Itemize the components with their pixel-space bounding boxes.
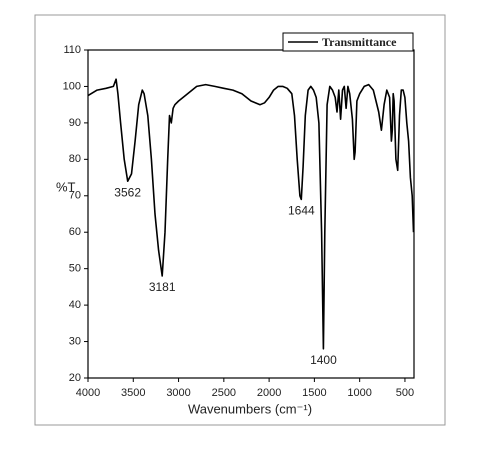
y-tick-label: 60 xyxy=(69,226,81,238)
spectrum-line xyxy=(87,78,415,350)
y-tick-label: 30 xyxy=(69,335,81,347)
peak-label: 3562 xyxy=(114,185,141,199)
x-tick-label: 4000 xyxy=(76,387,100,399)
peak-label: 1644 xyxy=(288,204,315,218)
x-tick-label: 500 xyxy=(396,387,414,399)
y-tick-label: 40 xyxy=(69,299,81,311)
legend-box xyxy=(282,32,414,52)
y-axis-label: %T xyxy=(56,179,76,194)
legend-label: Transmittance xyxy=(322,35,397,49)
y-tick-label: 50 xyxy=(69,263,81,275)
x-tick-label: 3500 xyxy=(121,387,145,399)
x-tick-label: 2000 xyxy=(257,387,281,399)
x-tick-label: 3000 xyxy=(166,387,190,399)
y-tick-label: 80 xyxy=(69,153,81,165)
outer-frame xyxy=(34,14,446,426)
x-axis-label: Wavenumbers (cm⁻¹) xyxy=(188,401,312,416)
y-tick-label: 90 xyxy=(69,117,81,129)
x-tick-label: 2500 xyxy=(212,387,236,399)
x-tick-label: 1500 xyxy=(302,387,326,399)
y-tick-label: 110 xyxy=(63,44,81,56)
peak-label: 1400 xyxy=(310,353,337,367)
peak-label: 3181 xyxy=(149,280,176,294)
y-tick-label: 100 xyxy=(63,80,81,92)
plot-frame xyxy=(87,49,415,379)
x-tick-label: 1000 xyxy=(347,387,371,399)
y-tick-label: 70 xyxy=(69,190,81,202)
y-tick-label: 20 xyxy=(69,372,81,384)
